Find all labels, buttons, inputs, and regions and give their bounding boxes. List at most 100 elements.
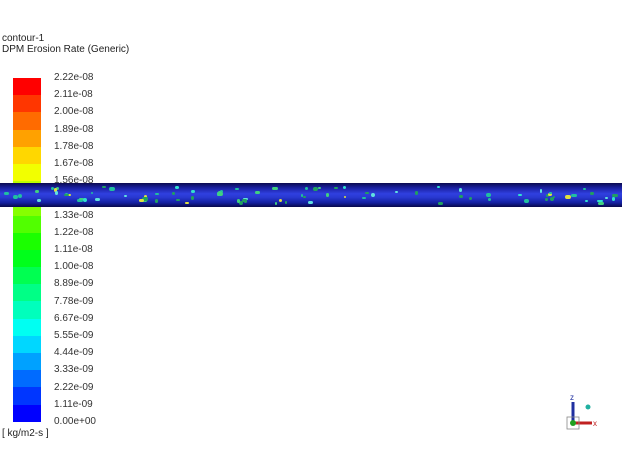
contour-name: contour-1 (2, 33, 45, 44)
erosion-speckle (612, 197, 615, 201)
erosion-speckle (326, 193, 329, 197)
colormap-band (13, 78, 41, 96)
colormap-band (13, 129, 41, 147)
colormap-label: 1.78e-08 (54, 140, 94, 152)
colormap-label: 2.11e-08 (54, 89, 93, 101)
erosion-speckle (305, 186, 309, 190)
erosion-speckle (317, 186, 322, 189)
colormap-label: 0.00e+00 (54, 416, 96, 427)
erosion-speckle (272, 187, 278, 191)
erosion-speckle (101, 186, 107, 189)
colormap-band (13, 249, 41, 268)
erosion-speckle (362, 197, 367, 200)
axis-triad: z x (566, 393, 597, 430)
erosion-speckle (437, 186, 441, 189)
erosion-speckle (284, 200, 287, 204)
erosion-speckle (35, 190, 40, 194)
erosion-speckle (590, 191, 595, 195)
x-axis-label: x (593, 419, 597, 428)
colormap-label: 2.22e-08 (54, 72, 94, 83)
colormap-label: 1.89e-08 (54, 123, 94, 135)
colormap-band (13, 215, 41, 233)
erosion-speckle (95, 198, 101, 202)
erosion-speckle (12, 195, 19, 199)
erosion-speckle (191, 196, 194, 200)
colormap-label: 1.67e-08 (54, 158, 94, 169)
erosion-speckle (236, 199, 240, 204)
erosion-speckle (4, 192, 9, 195)
erosion-speckle (468, 197, 472, 200)
erosion-speckle (51, 187, 54, 190)
origin-box (566, 416, 580, 430)
erosion-speckle (172, 191, 176, 196)
colormap-label: 4.44e-09 (54, 347, 94, 359)
erosion-speckle (90, 191, 94, 195)
erosion-speckle (571, 193, 577, 197)
erosion-speckle (545, 198, 548, 201)
colormap-label: 2.00e-08 (54, 106, 94, 118)
erosion-speckle (254, 191, 261, 195)
erosion-speckle (175, 199, 181, 202)
view-dot (585, 404, 591, 410)
erosion-speckle (333, 186, 338, 190)
colormap-band (13, 387, 41, 405)
erosion-speckle (485, 193, 491, 197)
erosion-speckle (37, 198, 42, 202)
erosion-speckle (364, 191, 370, 195)
erosion-speckle (604, 196, 608, 200)
pipe-contour-geometry[interactable] (0, 183, 622, 207)
erosion-speckle (524, 198, 529, 203)
erosion-speckle (438, 202, 443, 205)
colormap-band (13, 163, 41, 182)
colormap-label: 1.33e-08 (54, 209, 94, 221)
erosion-speckle (518, 193, 522, 197)
colormap-unit: [ kg/m2-s ] (2, 428, 49, 439)
colormap-label: 5.55e-09 (54, 330, 94, 341)
colormap-band (13, 146, 41, 164)
erosion-speckle (219, 189, 223, 194)
erosion-speckle (312, 187, 319, 191)
erosion-speckle (123, 194, 127, 197)
erosion-speckle (155, 199, 159, 203)
erosion-speckle (53, 188, 58, 193)
z-axis-label: z (570, 393, 574, 402)
erosion-speckle (459, 194, 464, 199)
colormap-label: 1.11e-08 (54, 244, 93, 255)
erosion-speckle (184, 202, 189, 205)
erosion-speckle (371, 193, 375, 197)
erosion-speckle (301, 193, 304, 198)
colormap-band (13, 404, 41, 422)
colormap-band (13, 112, 41, 130)
erosion-speckle (342, 186, 346, 190)
y-axis-dot (570, 420, 576, 426)
erosion-speckle (548, 191, 552, 195)
erosion-speckle (343, 195, 347, 199)
colormap-band (13, 335, 41, 353)
erosion-speckle (143, 195, 148, 198)
colormap-band (13, 232, 41, 250)
colormap-band (13, 301, 41, 319)
colormap-label: 2.22e-09 (54, 381, 94, 393)
erosion-speckle (612, 193, 618, 197)
erosion-speckle (154, 192, 159, 196)
colormap-label: 3.33e-09 (54, 364, 94, 376)
colormap-band (13, 370, 41, 388)
contour-variable: DPM Erosion Rate (Generic) (2, 44, 130, 55)
erosion-speckle (596, 199, 603, 203)
erosion-speckle (77, 199, 83, 202)
erosion-speckle (278, 198, 283, 203)
colormap-label: 1.11e-09 (54, 398, 93, 410)
erosion-speckle (82, 198, 88, 203)
erosion-speckle (488, 198, 492, 202)
erosion-speckle (108, 186, 115, 191)
colormap-band (13, 318, 41, 336)
erosion-speckle (78, 198, 85, 201)
colormap-label: 1.56e-08 (54, 175, 94, 187)
erosion-speckle (234, 187, 240, 190)
colormap-band (13, 353, 41, 371)
colormap-legend-bar (13, 78, 41, 422)
erosion-speckle (303, 195, 306, 199)
erosion-speckle (547, 193, 552, 197)
erosion-speckle (175, 186, 180, 190)
erosion-speckle (63, 193, 69, 196)
